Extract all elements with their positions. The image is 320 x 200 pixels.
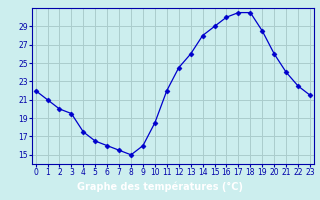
Text: Graphe des températures (°C): Graphe des températures (°C) <box>77 182 243 192</box>
